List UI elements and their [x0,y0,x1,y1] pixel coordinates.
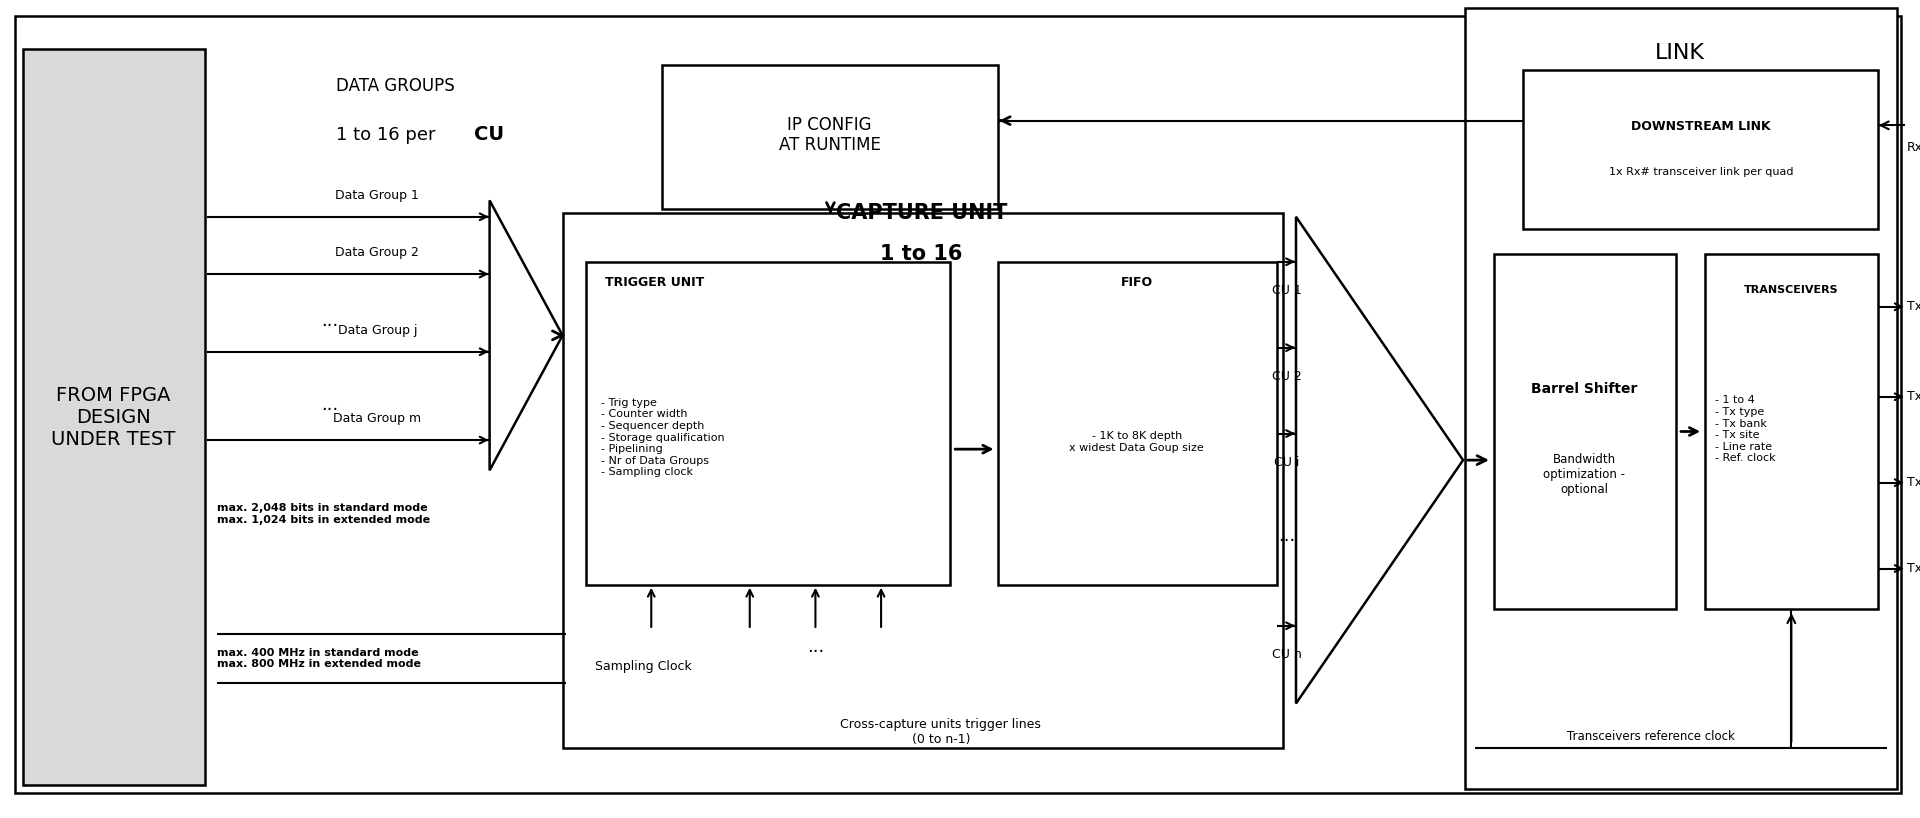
Bar [586,262,950,585]
Text: CU 2: CU 2 [1271,370,1302,383]
Text: ...: ... [806,638,824,656]
Text: 1 to 16 per: 1 to 16 per [336,126,442,144]
Text: CU i: CU i [1273,456,1300,469]
Text: Transceivers reference clock: Transceivers reference clock [1567,730,1736,743]
Text: max. 400 MHz in standard mode
max. 800 MHz in extended mode: max. 400 MHz in standard mode max. 800 M… [217,648,420,669]
Text: CU: CU [474,125,505,145]
Bar [23,49,205,785]
Text: - 1 to 4
- Tx type
- Tx bank
- Tx site
- Line rate
- Ref. clock: - 1 to 4 - Tx type - Tx bank - Tx site -… [1715,395,1776,464]
Text: Bandwidth
optimization -
optional: Bandwidth optimization - optional [1544,453,1624,496]
Text: Cross-capture units trigger lines
(0 to n-1): Cross-capture units trigger lines (0 to … [841,718,1041,746]
Text: Rx#: Rx# [1907,141,1920,154]
Text: DOWNSTREAM LINK: DOWNSTREAM LINK [1632,120,1770,133]
Text: CAPTURE UNIT: CAPTURE UNIT [835,203,1008,222]
Text: Data Group 2: Data Group 2 [336,246,419,259]
Text: ...: ... [321,312,338,330]
Bar [1465,8,1897,789]
Text: IP CONFIG
AT RUNTIME: IP CONFIG AT RUNTIME [778,115,881,155]
Text: LINK: LINK [1655,43,1705,63]
Text: FIFO: FIFO [1121,276,1152,289]
Text: Tx2: Tx2 [1907,476,1920,489]
Text: CU n: CU n [1271,648,1302,661]
Text: 1 to 16: 1 to 16 [881,244,962,263]
Text: Data Group j: Data Group j [338,324,417,337]
Text: 1x Rx# transceiver link per quad: 1x Rx# transceiver link per quad [1609,167,1793,177]
Text: Tx3: Tx3 [1907,562,1920,575]
Text: - 1K to 8K depth
x widest Data Goup size: - 1K to 8K depth x widest Data Goup size [1069,431,1204,452]
Bar [1494,254,1676,609]
Text: Data Group 1: Data Group 1 [336,189,419,202]
Polygon shape [1296,217,1463,703]
Text: Tx0: Tx0 [1907,300,1920,313]
Bar [662,65,998,209]
Text: - Trig type
- Counter width
- Sequencer depth
- Storage qualification
- Pipelini: - Trig type - Counter width - Sequencer … [601,398,724,478]
Text: FROM FPGA
DESIGN
UNDER TEST: FROM FPGA DESIGN UNDER TEST [52,385,175,449]
Bar [563,213,1283,748]
Text: TRIGGER UNIT: TRIGGER UNIT [605,276,705,289]
Text: TRANSCEIVERS: TRANSCEIVERS [1743,285,1839,295]
Text: ...: ... [1279,527,1294,545]
Text: max. 2,048 bits in standard mode
max. 1,024 bits in extended mode: max. 2,048 bits in standard mode max. 1,… [217,503,430,524]
Text: Sampling Clock: Sampling Clock [595,660,691,673]
Text: Data Group m: Data Group m [334,412,420,425]
Polygon shape [490,200,563,470]
Text: ...: ... [321,396,338,414]
Text: DATA GROUPS: DATA GROUPS [336,77,455,95]
Text: Tx1: Tx1 [1907,390,1920,403]
Text: CU 1: CU 1 [1271,284,1302,297]
Bar [1705,254,1878,609]
Text: Barrel Shifter: Barrel Shifter [1530,381,1638,396]
Bar [1523,70,1878,229]
Bar [998,262,1277,585]
